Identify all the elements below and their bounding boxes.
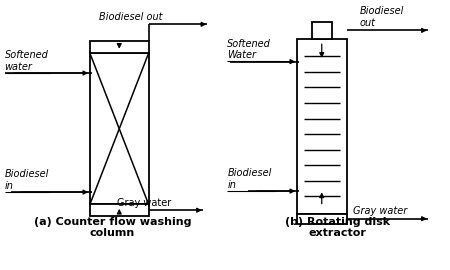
Text: Biodiesel
in: Biodiesel in: [4, 169, 49, 191]
Bar: [311, 22, 332, 39]
Text: (a) Counter flow washing
column: (a) Counter flow washing column: [34, 217, 191, 238]
Text: Biodiesel out: Biodiesel out: [99, 12, 162, 22]
Bar: [297, 214, 346, 224]
Text: Biodiesel
out: Biodiesel out: [360, 6, 405, 28]
Bar: [90, 41, 148, 53]
Text: Biodiesel
in: Biodiesel in: [227, 168, 272, 190]
Bar: [90, 204, 148, 216]
Text: Softened
water: Softened water: [4, 50, 49, 72]
Text: Softened
Water: Softened Water: [227, 39, 271, 60]
Text: (b) Rotating disk
extractor: (b) Rotating disk extractor: [285, 217, 390, 238]
Text: Gray water: Gray water: [117, 198, 171, 208]
Bar: [297, 39, 346, 214]
Text: Gray water: Gray water: [353, 206, 408, 216]
Bar: [90, 53, 148, 204]
